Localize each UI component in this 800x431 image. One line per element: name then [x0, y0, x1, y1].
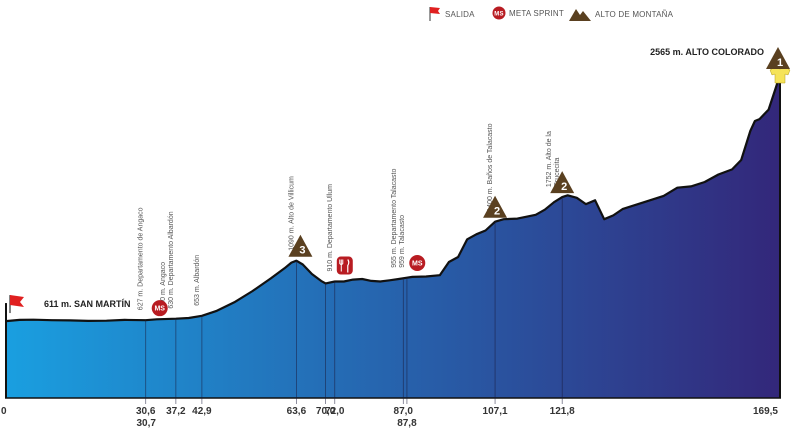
km-tick-label-4: 42,9	[192, 406, 212, 417]
feed-zone-icon	[336, 256, 353, 275]
km-tick-label-12: 169,5	[753, 406, 778, 417]
km-tick-label-9: 87,8	[397, 418, 417, 429]
climb-category-0: 3	[299, 245, 305, 257]
place-label-5-1: 959 m. Talacasto	[399, 215, 406, 268]
km-tick-label-1: 30,6	[136, 406, 156, 417]
place-label-6-0: 1400 m. Baños de Talacasto	[487, 123, 494, 211]
climb-category-3: 1	[777, 57, 783, 69]
legend-sprint-label: META SPRINT	[509, 8, 564, 18]
place-label-1-0: 630 m. Angaco	[160, 262, 167, 309]
place-label-4-0: 910 m. Departamento Ullum	[327, 184, 334, 272]
leader-jersey-icon	[769, 66, 791, 84]
mountain-icon	[569, 9, 591, 21]
legend-start: SALIDA	[428, 6, 475, 22]
start-flag-icon	[429, 7, 440, 21]
sprint-badge-0	[151, 300, 168, 317]
climb-mountain-icon-3	[766, 47, 790, 69]
start-flag-icon	[10, 295, 24, 308]
legend-mountain: ALTO DE MONTAÑA	[568, 6, 673, 22]
km-tick-label-3: 37,2	[166, 406, 186, 417]
sprint-badge-text-1: MS	[412, 261, 423, 268]
knife-icon	[347, 259, 350, 273]
climb-mountain-icon-2	[550, 171, 575, 194]
place-label-0-0: 627 m. Departamento de Angaco	[138, 207, 145, 310]
km-tick-label-10: 107,1	[483, 406, 508, 417]
place-label-7-1: Crucecita	[554, 157, 561, 187]
km-tick-label-11: 121,8	[550, 406, 575, 417]
legend-start-label: SALIDA	[445, 9, 475, 19]
km-tick-label-5: 63,6	[287, 406, 307, 417]
place-label-5-0: 955 m. Departamento Talacasto	[391, 169, 398, 268]
km-tick-label-6: 70,0	[316, 406, 336, 417]
place-label-1-1: 630 m. Departamento Albardón	[168, 211, 175, 308]
legend-sprint: MS META SPRINT	[492, 6, 564, 20]
km-tick-label-8: 87,0	[394, 406, 414, 417]
profile-outline	[5, 74, 782, 323]
km-tick-label-2: 30,7	[136, 418, 156, 429]
legend: SALIDA MS META SPRINT ALTO DE MONTAÑA	[0, 6, 800, 28]
climb-mountain-icon-0	[288, 234, 313, 257]
km-tick-label-0: 0	[1, 406, 7, 417]
climb-mountain-icon-1	[483, 195, 508, 218]
sprint-badge-text-0: MS	[154, 306, 165, 313]
place-label-7-0: 1752 m. Alto de la	[546, 131, 553, 187]
place-label-3-0: 1090 m. Alto de Villicum	[288, 176, 295, 251]
place-label-2-0: 653 m. Albardón	[194, 255, 201, 306]
fork-icon	[339, 259, 344, 272]
legend-mountain-label: ALTO DE MONTAÑA	[595, 9, 674, 19]
sprint-badge-1	[409, 255, 426, 271]
sprint-icon: MS	[492, 6, 506, 20]
km-tick-label-7: 72,0	[325, 406, 345, 417]
legend-sprint-badge: MS	[494, 12, 503, 18]
finish-label: 2565 m. ALTO COLORADO	[650, 47, 764, 57]
start-label: 611 m. SAN MARTÍN	[44, 299, 131, 309]
climb-category-2: 2	[561, 181, 567, 193]
climb-category-1: 2	[494, 206, 500, 218]
